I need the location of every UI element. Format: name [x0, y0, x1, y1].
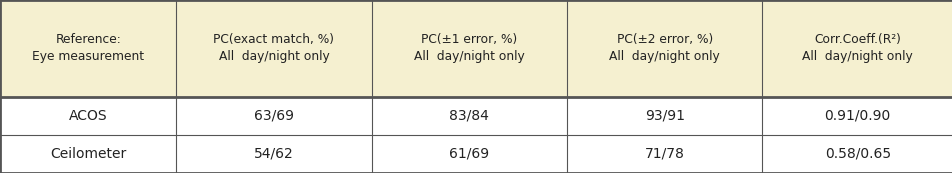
Text: PC(±1 error, %)
All  day/night only: PC(±1 error, %) All day/night only	[413, 33, 525, 63]
Text: 0.91/0.90: 0.91/0.90	[823, 109, 890, 123]
Bar	[566, 135, 762, 173]
Text: 0.58/0.65: 0.58/0.65	[823, 147, 890, 161]
Text: Reference:
Eye measurement: Reference: Eye measurement	[32, 33, 144, 63]
Bar	[0, 135, 176, 173]
Bar	[762, 135, 952, 173]
Bar	[762, 0, 952, 97]
Text: 54/62: 54/62	[254, 147, 293, 161]
Text: Corr.Coeff.(R²)
All  day/night only: Corr.Coeff.(R²) All day/night only	[802, 33, 912, 63]
Bar	[566, 0, 762, 97]
Bar	[371, 135, 566, 173]
Text: PC(±2 error, %)
All  day/night only: PC(±2 error, %) All day/night only	[608, 33, 720, 63]
Bar	[176, 0, 371, 97]
Bar	[566, 97, 762, 135]
Text: 63/69: 63/69	[254, 109, 293, 123]
Text: PC(exact match, %)
All  day/night only: PC(exact match, %) All day/night only	[213, 33, 334, 63]
Bar	[762, 97, 952, 135]
Text: 83/84: 83/84	[449, 109, 488, 123]
Text: 93/91: 93/91	[645, 109, 684, 123]
Bar	[0, 97, 176, 135]
Text: ACOS: ACOS	[69, 109, 108, 123]
Bar	[0, 0, 176, 97]
Bar	[371, 97, 566, 135]
Bar	[176, 97, 371, 135]
Bar	[371, 0, 566, 97]
Text: Ceilometer: Ceilometer	[50, 147, 127, 161]
Text: 61/69: 61/69	[448, 147, 489, 161]
Bar	[176, 135, 371, 173]
Text: 71/78: 71/78	[645, 147, 684, 161]
